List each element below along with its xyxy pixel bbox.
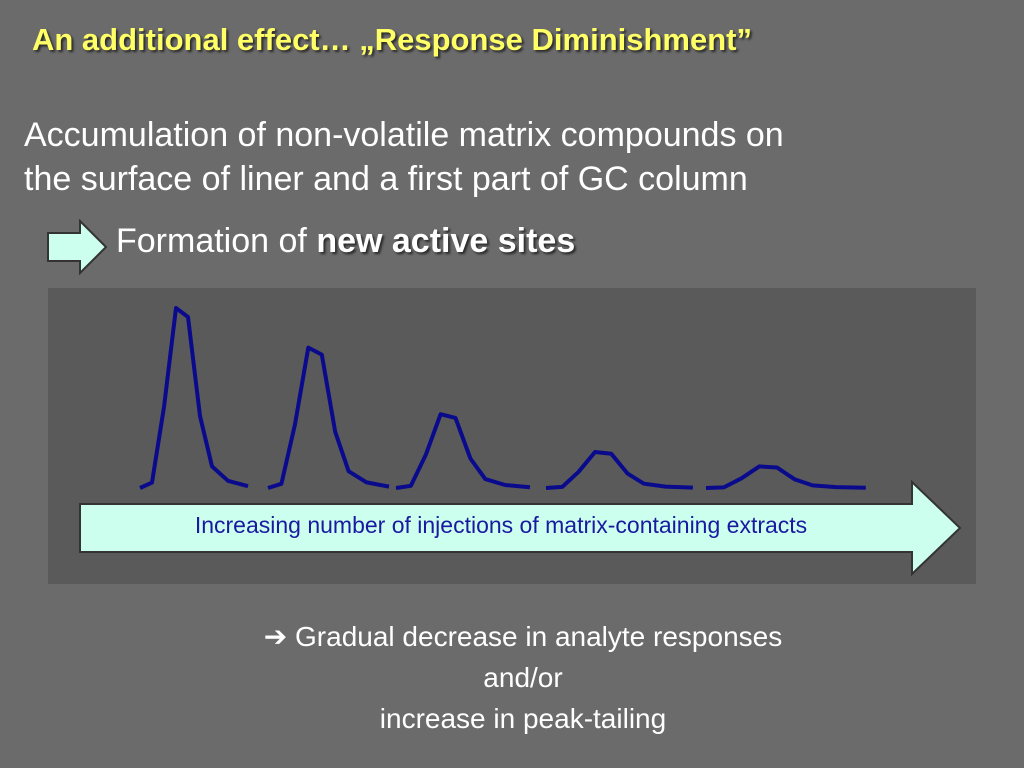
chromatogram-peak-3 (395, 412, 531, 490)
injections-arrow (79, 480, 962, 576)
chromatogram-peak-1 (139, 306, 249, 490)
accumulation-paragraph: Accumulation of non-volatile matrix comp… (24, 113, 984, 201)
chromatogram-peak-2 (267, 345, 390, 490)
right-arrow-glyph-icon: ➔ (263, 620, 288, 653)
title-prefix: An additional effect… „ (32, 22, 375, 57)
chromatogram-peak-5 (705, 464, 866, 490)
conclusion-line-3: increase in peak-tailing (379, 703, 667, 734)
paragraph-line-2: the surface of liner and a first part of… (24, 160, 748, 198)
injections-arrow-label: Increasing number of injections of matri… (194, 512, 808, 538)
conclusion-text: ➔ Gradual decrease in analyte responses … (0, 616, 1024, 739)
conclusion-line-1: Gradual decrease in analyte responses (287, 621, 783, 652)
formation-emphasis: new active sites (316, 222, 576, 260)
title-emphasis: Response Diminishment” (374, 22, 752, 57)
slide-title: An additional effect… „Response Diminish… (32, 22, 752, 58)
chromatogram-peak-4 (545, 450, 693, 490)
formation-line: Formation of new active sites (116, 222, 575, 261)
conclusion-line-2: and/or (483, 662, 563, 693)
formation-prefix: Formation of (116, 222, 317, 260)
paragraph-line-1: Accumulation of non-volatile matrix comp… (24, 116, 784, 154)
right-arrow-icon (47, 219, 108, 275)
chromatogram-peaks (139, 306, 866, 490)
